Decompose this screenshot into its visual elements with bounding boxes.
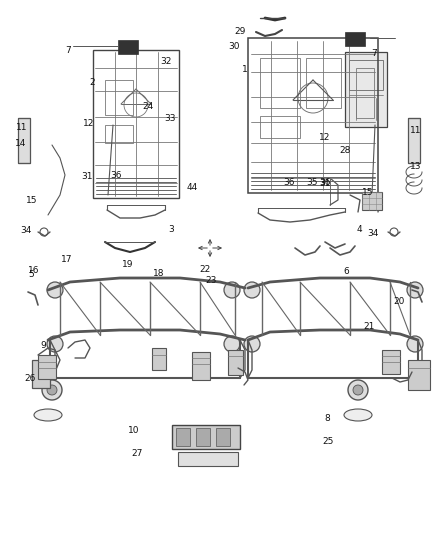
Text: 33: 33 — [164, 114, 176, 123]
Bar — [345, 32, 365, 46]
Text: 31: 31 — [81, 173, 92, 181]
Text: 31: 31 — [319, 180, 331, 188]
Bar — [105, 80, 133, 115]
Text: 12: 12 — [319, 133, 331, 142]
Ellipse shape — [34, 409, 62, 421]
Bar — [228, 350, 243, 375]
Bar — [192, 352, 210, 380]
Text: 7: 7 — [65, 46, 71, 54]
Text: 28: 28 — [339, 146, 351, 155]
Circle shape — [348, 380, 368, 400]
Text: 22: 22 — [199, 265, 211, 273]
Circle shape — [244, 336, 260, 352]
Circle shape — [244, 282, 260, 298]
Text: 3: 3 — [168, 225, 174, 233]
Bar — [356, 68, 374, 118]
Bar — [345, 52, 387, 127]
Text: 21: 21 — [364, 322, 375, 330]
Bar — [408, 118, 420, 163]
Bar — [382, 350, 400, 374]
Text: 25: 25 — [322, 437, 333, 446]
Text: 10: 10 — [128, 426, 139, 435]
Circle shape — [47, 336, 63, 352]
Ellipse shape — [344, 409, 372, 421]
Text: 11: 11 — [410, 126, 422, 134]
Bar — [408, 360, 430, 390]
Text: 15: 15 — [26, 196, 37, 205]
Bar — [105, 125, 133, 143]
Circle shape — [407, 336, 423, 352]
Bar — [172, 425, 240, 449]
Text: 36: 36 — [110, 172, 122, 180]
Circle shape — [47, 282, 63, 298]
Text: 34: 34 — [21, 226, 32, 235]
Circle shape — [224, 282, 240, 298]
Circle shape — [47, 385, 57, 395]
Text: 29: 29 — [234, 28, 246, 36]
Text: 9: 9 — [40, 341, 46, 350]
Circle shape — [42, 380, 62, 400]
Text: 14: 14 — [15, 140, 27, 148]
Bar — [196, 428, 210, 446]
Text: 24: 24 — [142, 102, 154, 111]
Text: 6: 6 — [343, 268, 349, 276]
Text: 36: 36 — [319, 178, 331, 187]
Text: 18: 18 — [153, 269, 164, 278]
Bar — [260, 116, 300, 138]
Text: 4: 4 — [357, 225, 362, 233]
Bar — [38, 355, 56, 379]
Text: 19: 19 — [122, 261, 134, 269]
Text: 7: 7 — [371, 49, 378, 58]
Text: 15: 15 — [362, 189, 374, 197]
Bar — [176, 428, 190, 446]
Bar — [93, 50, 179, 198]
Text: 32: 32 — [160, 57, 171, 66]
Text: 20: 20 — [394, 297, 405, 305]
Bar — [118, 40, 138, 54]
Bar — [216, 428, 230, 446]
Bar — [32, 360, 50, 388]
Text: 34: 34 — [367, 229, 379, 238]
Bar — [260, 58, 300, 108]
Bar — [306, 58, 341, 108]
Text: 1: 1 — [242, 65, 248, 74]
Text: 12: 12 — [83, 119, 94, 128]
Bar — [248, 38, 378, 193]
Bar — [18, 118, 30, 163]
Text: 23: 23 — [205, 277, 217, 285]
Text: 36: 36 — [283, 178, 295, 187]
Bar — [152, 348, 166, 370]
Text: 16: 16 — [28, 266, 39, 274]
Bar — [349, 60, 383, 90]
Text: 13: 13 — [410, 162, 422, 171]
Text: 27: 27 — [131, 449, 142, 457]
Text: 11: 11 — [16, 124, 28, 132]
Text: 8: 8 — [325, 414, 331, 423]
Text: 17: 17 — [61, 255, 72, 264]
Text: 35: 35 — [306, 178, 318, 187]
Text: 5: 5 — [28, 270, 35, 279]
Text: 26: 26 — [24, 374, 35, 383]
Circle shape — [353, 385, 363, 395]
Circle shape — [407, 282, 423, 298]
Text: 2: 2 — [89, 78, 95, 87]
Text: 44: 44 — [186, 183, 198, 192]
Bar — [178, 452, 238, 466]
Bar — [362, 192, 382, 210]
Circle shape — [224, 336, 240, 352]
Text: 30: 30 — [229, 43, 240, 51]
